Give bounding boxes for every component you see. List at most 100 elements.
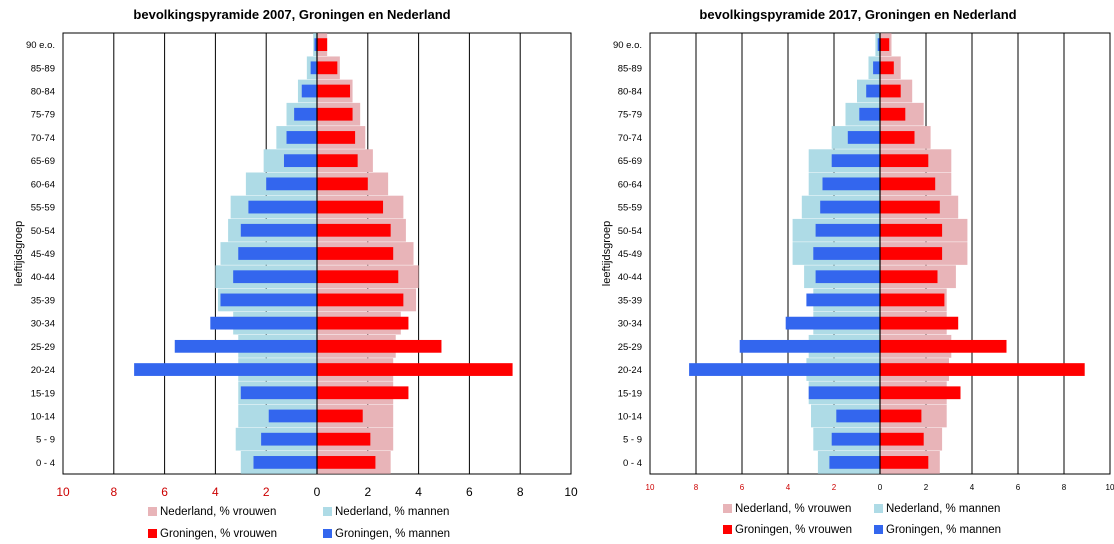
x-tick-label: 2 [832,483,837,492]
category-label: 65-69 [618,156,642,167]
x-tick-label: 2 [263,485,270,499]
x-tick-label: 8 [517,485,524,499]
bar-groningen-vrouwen [317,339,442,353]
x-tick-label: 10 [1106,483,1114,492]
bar-groningen-mannen [220,293,317,307]
legend-label: Groningen, % vrouwen [735,524,852,536]
bar-groningen-mannen [836,409,880,423]
category-label: 5 - 9 [36,435,55,446]
x-tick-label: 6 [740,483,745,492]
x-tick-label: 2 [924,483,929,492]
bar-groningen-mannen [283,154,317,168]
category-label: 35-39 [618,295,642,306]
bar-groningen-vrouwen [880,409,922,423]
category-label: 0 - 4 [623,458,642,469]
bar-groningen-mannen [831,154,880,168]
bar-groningen-vrouwen [317,61,338,75]
bar-groningen-vrouwen [317,107,353,121]
x-tick-label: 10 [56,485,70,499]
bar-groningen-mannen [806,293,880,307]
bar-groningen-vrouwen [880,432,924,446]
x-tick-label: 10 [646,483,655,492]
bar-groningen-mannen [739,339,880,353]
x-tick-label: 0 [314,485,321,499]
bar-groningen-vrouwen [880,38,890,51]
bar-groningen-vrouwen [880,61,894,75]
legend-swatch [323,529,332,538]
bar-groningen-vrouwen [317,38,328,51]
category-label: 20-24 [31,365,55,376]
legend-swatch [148,529,157,538]
x-tick-label: 8 [110,485,117,499]
bar-groningen-vrouwen [880,339,1007,353]
bar-groningen-mannen [268,409,317,423]
legend-swatch [874,504,883,513]
bar-groningen-vrouwen [317,223,391,237]
chart-title: bevolkingspyramide 2007, Groningen en Ne… [133,7,450,22]
bar-groningen-mannen [813,247,880,260]
category-label: 85-89 [618,63,642,74]
x-tick-label: 4 [970,483,975,492]
x-tick-label: 6 [161,485,168,499]
category-label: 80-84 [31,87,55,98]
category-label: 15-19 [618,388,642,399]
population-pyramid-2017: 90 e.o. 85-89 80-84 75-79 70-74 65-69 60-64 55-… [601,7,1114,536]
bar-groningen-vrouwen [317,456,376,469]
bar-groningen-mannen [134,363,317,376]
bar-groningen-mannen [785,316,880,330]
x-tick-label: 8 [694,483,699,492]
chart-title: bevolkingspyramide 2017, Groningen en Ne… [699,7,1016,22]
bar-groningen-vrouwen [880,293,945,307]
bar-groningen-vrouwen [317,154,358,168]
x-tick-label: 6 [1016,483,1021,492]
bar-groningen-vrouwen [880,316,959,330]
x-tick-label: 0 [878,483,883,492]
legend-swatch [874,525,883,534]
category-label: 5 - 9 [623,435,642,446]
bar-groningen-vrouwen [317,84,351,98]
bar-groningen-mannen [286,131,317,144]
legend-label: Nederland, % mannen [886,503,1000,515]
category-label: 45-49 [618,249,642,260]
bar-groningen-mannen [822,177,880,191]
bar-groningen-vrouwen [880,363,1085,376]
bar-groningen-vrouwen [880,223,943,237]
bar-groningen-mannen [829,456,880,469]
bar-groningen-vrouwen [317,363,513,376]
bar-groningen-vrouwen [317,270,399,284]
bar-groningen-mannen [238,247,317,260]
bar-groningen-mannen [174,339,317,353]
bar-groningen-mannen [314,38,317,51]
x-tick-label: 8 [1062,483,1067,492]
bar-groningen-mannen [310,61,317,75]
bar-groningen-mannen [301,84,317,98]
category-label: 70-74 [31,133,55,144]
category-label: 65-69 [31,156,55,167]
x-tick-label: 4 [786,483,791,492]
y-axis-label: leeftijdsgroep [601,221,613,286]
category-label: 60-64 [31,179,55,190]
bar-groningen-mannen [253,456,317,469]
bar-groningen-vrouwen [880,200,940,214]
bar-groningen-mannen [233,270,317,284]
bar-groningen-vrouwen [880,456,929,469]
category-label: 60-64 [618,179,642,190]
bar-groningen-mannen [240,386,317,400]
category-label: 75-79 [31,110,55,121]
category-label: 15-19 [31,388,55,399]
bar-groningen-vrouwen [880,177,936,191]
bar-groningen-mannen [240,223,317,237]
category-label: 90 e.o. [613,40,642,51]
bar-groningen-mannen [815,270,880,284]
category-label: 30-34 [31,319,55,330]
category-label: 40-44 [618,272,642,283]
bar-groningen-mannen [808,386,880,400]
bar-groningen-vrouwen [880,131,915,144]
bar-groningen-mannen [859,107,880,121]
category-label: 25-29 [31,342,55,353]
x-tick-label: 2 [364,485,371,499]
legend-swatch [723,504,732,513]
population-pyramid-2007: 90 e.o. 85-89 80-84 75-79 70-74 65-69 60-64 55-… [13,7,578,540]
category-label: 50-54 [618,226,642,237]
category-label: 70-74 [618,133,642,144]
